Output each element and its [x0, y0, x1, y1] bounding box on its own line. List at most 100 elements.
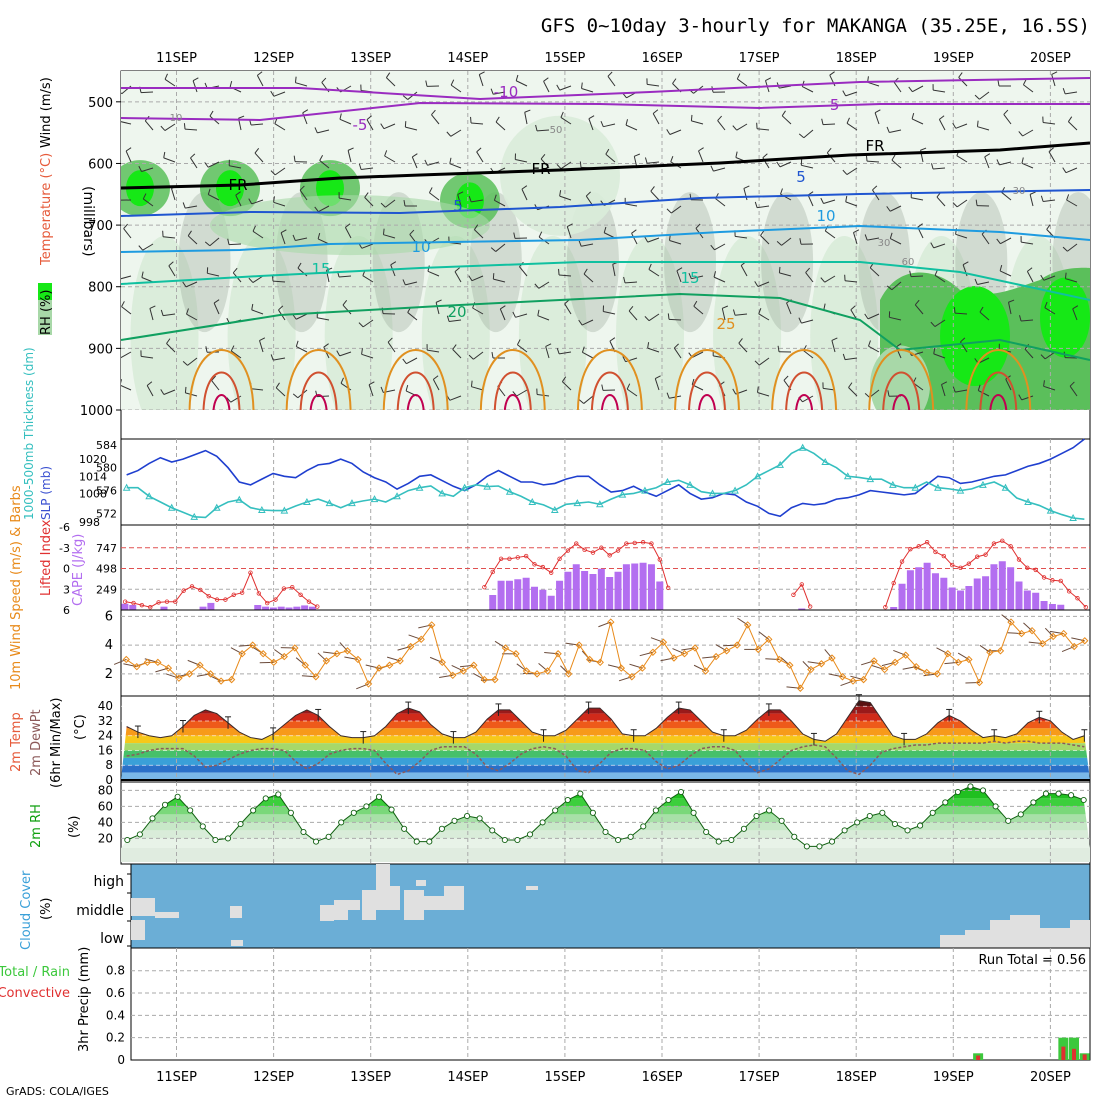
wind-barb-flag — [117, 274, 120, 279]
wind-barb — [229, 165, 242, 169]
wind-barb-flag — [540, 153, 546, 160]
wind-barb-flag — [1029, 191, 1036, 195]
isotherm-35 — [212, 394, 231, 410]
cape-bar — [1057, 604, 1065, 610]
wind-barb-flag — [450, 79, 455, 86]
wind-barb-flag — [999, 265, 1003, 272]
lifted-index-marker — [1058, 578, 1063, 584]
wind-barb-flag — [358, 322, 364, 328]
wind-barb-flag — [952, 386, 956, 393]
profile-tick-label: 900 — [88, 342, 113, 357]
wind-barb — [803, 129, 814, 139]
wind-barb — [1068, 121, 1078, 131]
wind-barb — [429, 192, 440, 201]
wind-barb — [779, 161, 792, 168]
wind-barb — [545, 346, 550, 359]
wind-barb-flag — [314, 206, 319, 212]
wind-barb-flag — [798, 133, 805, 139]
cloud-patch — [444, 886, 464, 896]
wind-barb-flag — [732, 125, 738, 131]
wind-barb — [714, 243, 726, 251]
rh-marker — [854, 819, 861, 826]
chart-title: GFS 0~10day 3-hourly for MAKANGA (35.25E… — [541, 15, 1090, 37]
lifted-index-marker — [139, 602, 145, 608]
wind-barb — [251, 309, 264, 315]
wind-barb-flag — [889, 232, 893, 239]
wind-barb — [954, 312, 968, 315]
wind-barb-flag — [1040, 195, 1044, 202]
wind-barb-flag — [302, 109, 309, 114]
wind-barb-flag — [754, 281, 759, 287]
wind-barb-flag — [650, 186, 655, 192]
rh-marker — [967, 783, 974, 790]
cape-bar — [121, 603, 129, 610]
wind-barb-flag — [676, 267, 683, 272]
wind-barb-flag — [805, 267, 811, 273]
rh-floor-band — [121, 848, 1090, 862]
thickness-marker — [393, 492, 401, 500]
wind-speed-marker — [512, 650, 520, 658]
wind-barb — [936, 196, 946, 207]
lifted-index-marker — [1075, 596, 1080, 601]
wind-speed-marker — [164, 664, 173, 672]
wind-barb — [559, 351, 572, 355]
wind-speed-marker — [227, 675, 236, 684]
wind-barb-flag — [117, 353, 121, 358]
wind-barb-flag — [864, 392, 870, 398]
wind-barb — [362, 275, 374, 283]
wind-barb — [251, 199, 264, 205]
precip-conv-bar — [1072, 1048, 1077, 1060]
thickness-marker — [190, 512, 199, 520]
cloud-unit: (%) — [39, 898, 54, 921]
wind-barb — [478, 74, 484, 87]
wind-barb — [889, 129, 902, 133]
wind-barb-flag — [384, 150, 388, 157]
wind-barb — [1000, 237, 1012, 245]
wind-speed-series — [122, 618, 1089, 692]
wind-barb-flag — [138, 245, 144, 251]
rh-marker — [665, 796, 672, 804]
lifted-index-marker — [148, 605, 153, 610]
thickness-marker — [1069, 513, 1077, 521]
wind-speed-marker — [807, 665, 815, 674]
wind-speed-marker — [754, 645, 762, 654]
lifted-index-marker — [933, 549, 938, 555]
wind-barb — [344, 227, 352, 239]
wind-barb — [559, 85, 572, 91]
cloud-ticks — [127, 873, 131, 947]
cape-bar — [293, 606, 301, 610]
wind-barb — [471, 199, 484, 203]
thickness-tick-label: 584 — [96, 439, 117, 452]
wind-barb — [736, 123, 748, 131]
isotherm-label: FR — [228, 176, 247, 194]
wind-barb — [1008, 302, 1012, 315]
wind-barb-flag — [934, 269, 938, 276]
series-slp — [126, 438, 1085, 518]
wind-barb — [824, 230, 836, 239]
rh-band — [121, 838, 1090, 848]
wind-barb-flag — [996, 238, 1001, 244]
temp-band — [121, 728, 1090, 736]
wind-barb — [192, 80, 198, 93]
profile-tick-label: 1000 — [80, 404, 113, 419]
wind-barb — [163, 389, 176, 395]
wind-barb — [999, 161, 1012, 166]
isotherm-35 — [795, 394, 814, 410]
lifted-index-marker — [1050, 578, 1055, 583]
wind-speed-marker — [628, 673, 636, 681]
wind-barb — [454, 271, 462, 283]
rh-tick-label: 20 — [98, 831, 113, 845]
wind-barb — [252, 275, 264, 283]
wind-barb-flag — [691, 378, 695, 385]
wind-barb-flag — [1018, 131, 1023, 137]
wind-barb — [166, 343, 176, 353]
rh-marker — [174, 793, 181, 800]
wind-barb-flag — [781, 110, 786, 117]
wind-barb-flag — [192, 77, 199, 82]
wind-barb — [654, 378, 660, 391]
wind-barb-flag — [257, 71, 263, 76]
wind-speed-marker — [1059, 629, 1068, 638]
wind-barb — [432, 379, 440, 391]
wind-barb-flag — [473, 224, 479, 230]
